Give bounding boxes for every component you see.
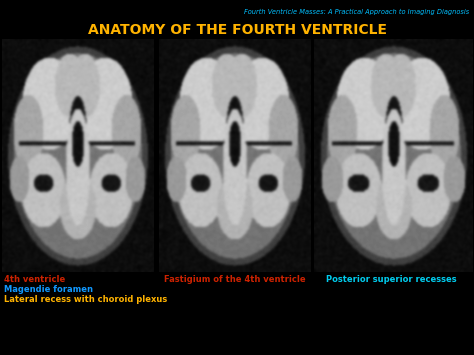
Text: Fastigium of the 4th ventricle: Fastigium of the 4th ventricle <box>164 275 305 284</box>
Text: ANATOMY OF THE FOURTH VENTRICLE: ANATOMY OF THE FOURTH VENTRICLE <box>88 23 386 37</box>
Text: Lateral recess with choroid plexus: Lateral recess with choroid plexus <box>4 295 167 304</box>
Text: Fourth Ventricle Masses: A Practical Approach to Imaging Diagnosis: Fourth Ventricle Masses: A Practical App… <box>244 9 469 15</box>
Text: Posterior superior recesses: Posterior superior recesses <box>326 275 456 284</box>
Text: 4th ventricle: 4th ventricle <box>4 275 65 284</box>
Text: Magendie foramen: Magendie foramen <box>4 285 93 294</box>
